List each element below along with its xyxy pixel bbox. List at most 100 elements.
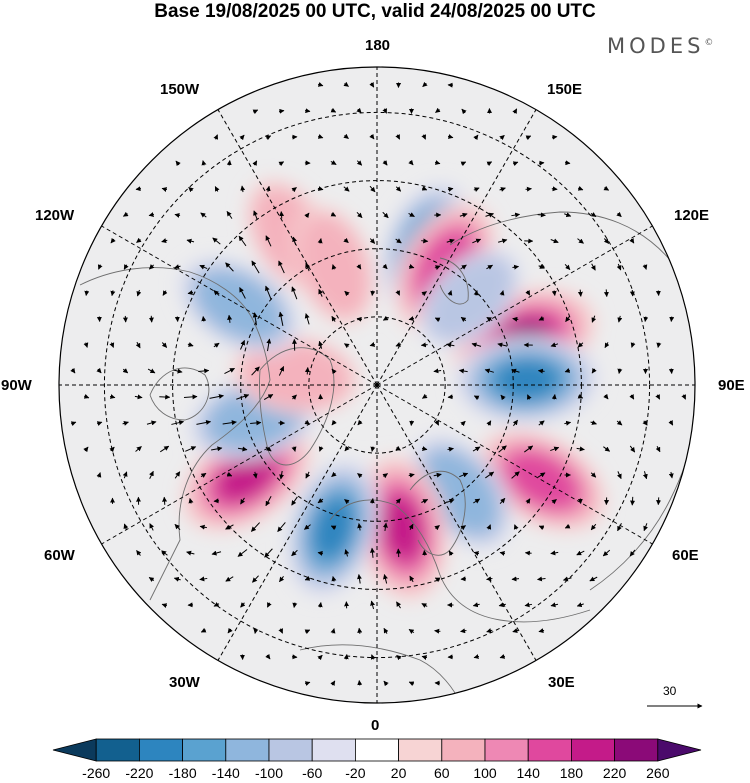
wind-arrow [251,366,260,376]
wind-arrow [122,471,128,479]
coastline-north-america [79,267,271,601]
wind-arrow [396,654,402,661]
wind-arrow [96,472,102,478]
wind-arrow [304,524,311,530]
wind-arrow [123,264,129,270]
wind-arrow [655,445,661,453]
wind-arrow [357,680,363,686]
wind-arrow [227,627,233,634]
wind-arrow [135,446,142,452]
wind-arrow [149,264,155,270]
wind-arrow [146,420,157,426]
wind-arrow [97,264,103,270]
wind-arrow [211,446,223,452]
wind-arrow [486,316,493,322]
wind-arrow [603,446,611,452]
wind-arrow [265,653,271,660]
wind-arrow [460,316,467,322]
brand-text: MODES [607,34,705,58]
wind-arrow [239,287,246,299]
wind-arrow [291,496,298,506]
wind-arrow [577,393,584,399]
coastline-kamchatka [439,257,469,305]
wind-arrow [630,342,636,348]
wind-arrow [279,211,285,219]
wind-arrow [473,498,481,504]
wind-arrow [331,419,337,426]
wind-arrow [448,550,454,557]
wind-arrow [511,471,520,479]
wind-arrow [174,264,181,270]
wind-arrow [460,420,466,427]
wind-arrow [317,550,324,556]
wind-arrow [629,549,636,557]
wind-arrow [201,316,207,322]
wind-arrow [486,628,493,633]
wind-arrow [317,654,323,661]
wind-arrow [213,134,219,140]
wind-arrow [200,627,207,633]
colorbar-tick: -220 [125,765,154,781]
wind-arrow [263,394,274,400]
wind-arrow [446,238,455,244]
wind-arrow [643,523,649,532]
wind-arrow [617,471,622,480]
wind-arrow [277,522,286,532]
wind-arrow [576,550,585,556]
wind-arrow [159,445,170,453]
wind-arrow [237,549,248,557]
wind-arrow [473,134,479,141]
wind-arrow [421,134,427,140]
wind-arrow [265,135,272,141]
wind-arrow [511,576,520,582]
wind-arrow [421,238,429,244]
wind-arrow [434,265,441,270]
wind-arrow [174,523,181,531]
wind-arrow [253,210,258,220]
wind-arrow [344,343,350,349]
wind-arrow [252,471,258,479]
wind-arrow [382,522,388,532]
wind-arrow [278,108,285,114]
wind-arrow [564,420,572,426]
latitude-circle [308,316,446,454]
wind-arrow [408,212,415,217]
wind-arrow [498,238,508,244]
meridian-line [376,384,537,661]
wind-arrow [499,654,506,659]
lon-label-150w: 150W [160,81,200,98]
lon-label-30w: 30W [169,674,200,691]
wind-arrow [162,290,168,296]
wind-arrow [370,446,376,452]
wind-arrow [83,446,89,453]
wind-arrow [136,237,142,243]
wind-arrow [265,185,271,192]
wind-arrow [213,290,220,296]
anomaly-center [179,257,300,354]
wind-arrow [136,550,142,556]
wind-arrow [305,262,310,272]
lon-label-60e: 60E [672,547,699,564]
colorbar-tick: 140 [516,765,540,781]
wind-arrow [590,263,596,271]
wind-arrow [446,498,455,504]
colorbar-swatch [614,738,659,762]
wind-arrow [162,496,168,505]
wind-arrow [486,264,493,270]
wind-arrow [331,471,337,477]
wind-arrow [434,317,441,323]
lon-label-150e: 150E [547,81,583,98]
wind-arrow [472,446,481,452]
wind-arrow [565,316,571,323]
wind-arrow [109,446,115,453]
wind-vectors [70,81,686,687]
wind-arrow [500,394,506,401]
wind-arrow [304,108,311,114]
wind-arrow [357,473,363,479]
wind-arrow [603,393,609,400]
colorbar [52,738,702,762]
colorbar-swatch [311,738,356,762]
wind-arrow [278,161,285,167]
wind-arrow [434,420,440,426]
wind-arrow [317,82,324,87]
